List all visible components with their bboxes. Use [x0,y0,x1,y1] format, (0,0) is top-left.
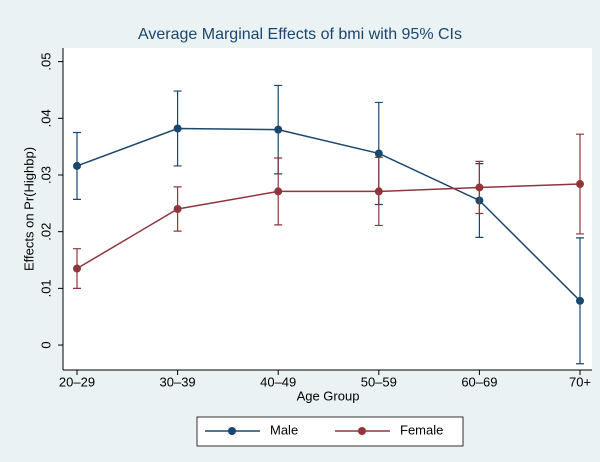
y-tick-label: .03 [38,166,53,184]
point [173,124,182,133]
series-line [76,127,581,302]
point [274,125,283,134]
legend-marker [358,427,366,435]
x-tick-label: 40–49 [260,374,296,389]
point [576,180,584,189]
y-tick-label: .02 [38,223,53,241]
point [73,264,81,273]
point [374,149,383,158]
legend-marker [228,427,236,435]
y-tick-label: .01 [38,279,53,297]
point [374,187,383,196]
chart-title: Average Marginal Effects of bmi with 95%… [138,26,462,43]
point [73,161,81,170]
x-tick-label: 60–69 [461,374,497,389]
y-tick-label: .04 [38,109,53,127]
y-tick-label: .05 [38,53,53,71]
x-tick-label: 30–39 [160,374,196,389]
point [173,205,182,213]
y-tick-label: 0 [38,341,53,348]
point [274,187,283,196]
x-axis-label: Age Group [297,388,360,403]
x-tick-label: 50–59 [361,374,397,389]
point [475,183,484,192]
series-line [76,183,581,270]
x-tick-label: 70+ [569,374,591,389]
y-axis-label: Effects on Pr(Highbp) [21,147,36,271]
point [576,296,584,305]
plot-area [63,48,592,370]
x-tick-label: 20–29 [59,374,95,389]
legend-label: Male [270,422,298,437]
legend-label: Female [400,422,443,437]
